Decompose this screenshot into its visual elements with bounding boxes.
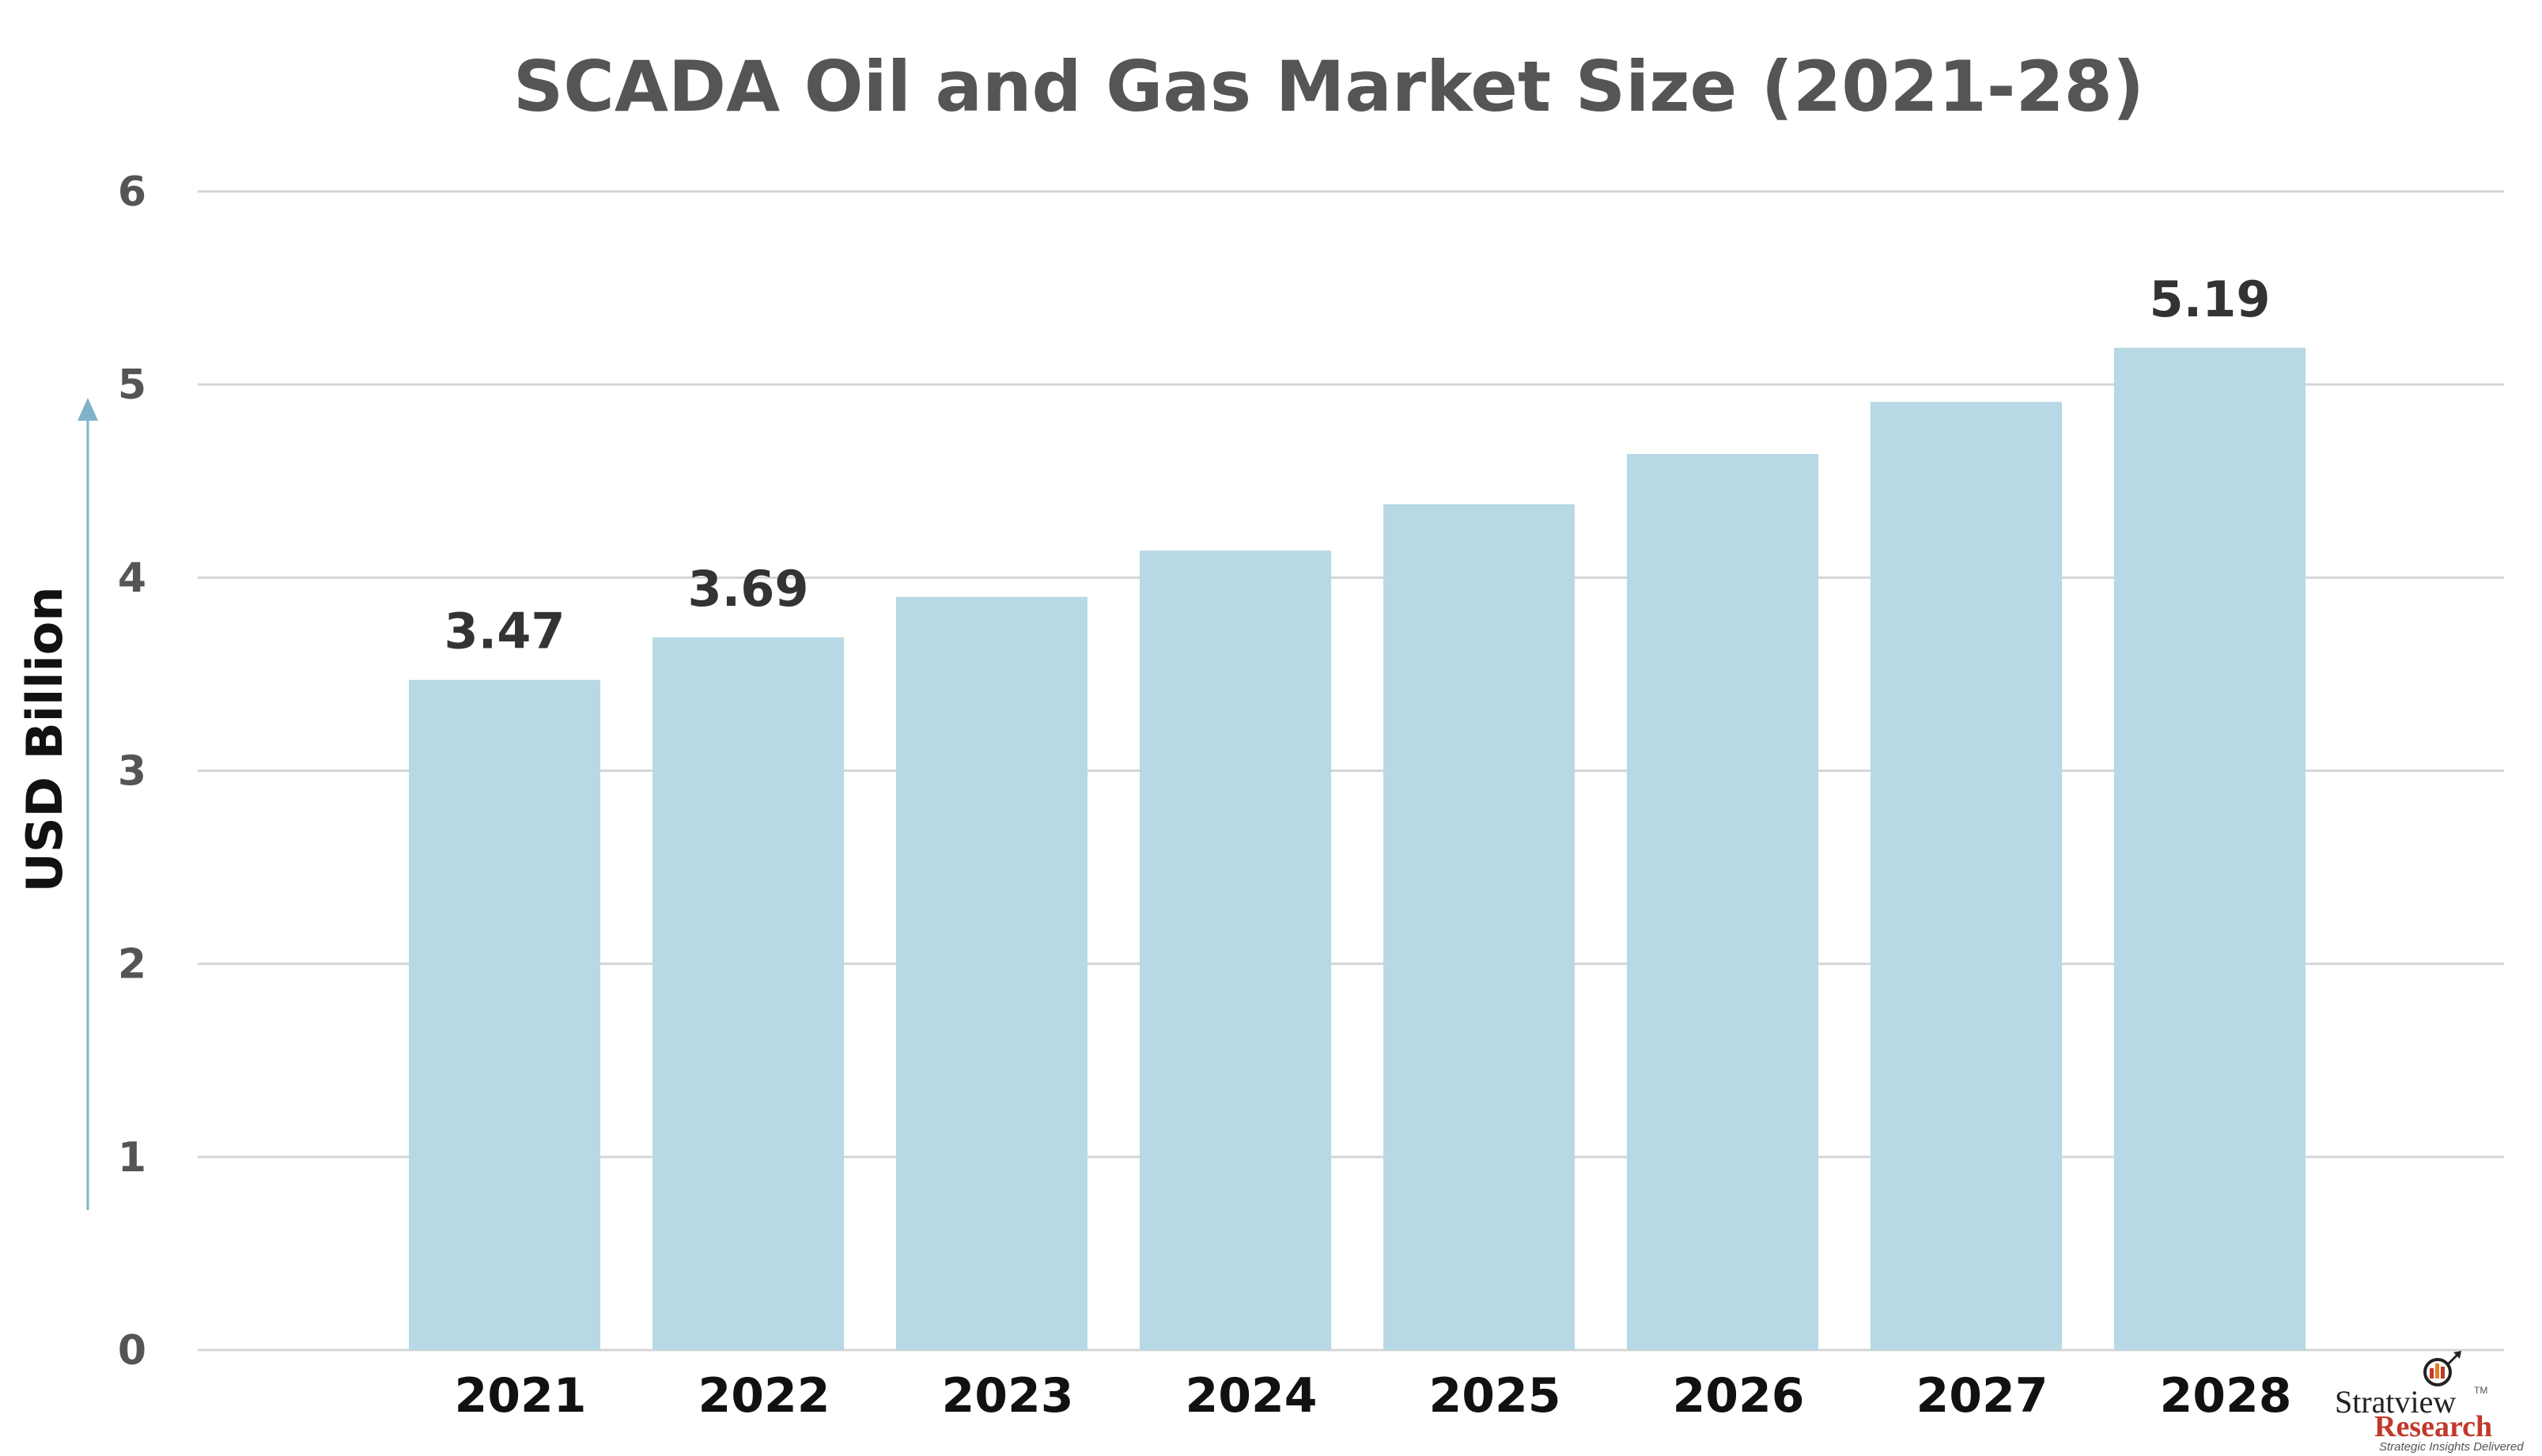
y-axis-arrow-icon — [78, 398, 98, 1210]
bar-2026 — [1627, 454, 1818, 1350]
logo-subname: Research — [2374, 1410, 2492, 1443]
y-tick-label: 1 — [118, 1134, 146, 1182]
logo-name: Stratview — [2335, 1384, 2456, 1420]
x-tick-label: 2026 — [1673, 1368, 1805, 1424]
x-tick-label: 2023 — [942, 1368, 1074, 1424]
x-tick-label: 2027 — [1916, 1368, 2048, 1424]
data-labels: 3.47 3.69 5.19 — [444, 270, 2271, 660]
bars — [409, 347, 2306, 1351]
x-axis-ticks: 2021 2022 2023 2024 2025 2026 2027 2028 — [455, 1368, 2292, 1424]
bar-2022 — [653, 637, 844, 1350]
x-tick-label: 2024 — [1186, 1368, 1318, 1424]
y-tick-label: 6 — [118, 168, 146, 216]
x-tick-label: 2022 — [698, 1368, 830, 1424]
bar-2028 — [2114, 347, 2306, 1350]
bar-2021 — [409, 679, 600, 1350]
x-tick-label: 2025 — [1429, 1368, 1561, 1424]
data-label: 3.69 — [688, 560, 809, 618]
bar-2027 — [1871, 402, 2062, 1351]
y-tick-label: 3 — [118, 748, 146, 796]
y-tick-label: 4 — [118, 554, 146, 602]
y-axis-ticks: 0 1 2 3 4 5 6 — [118, 168, 146, 1375]
bar-2024 — [1140, 550, 1331, 1350]
stratview-logo: Stratview TM Research Strategic Insights… — [2335, 1351, 2524, 1454]
x-tick-label: 2028 — [2160, 1368, 2292, 1424]
y-tick-label: 5 — [118, 361, 146, 409]
y-axis-label: USD Billion — [16, 586, 74, 892]
y-tick-label: 0 — [118, 1327, 146, 1375]
data-label: 3.47 — [444, 603, 566, 660]
chart-title: SCADA Oil and Gas Market Size (2021-28) — [513, 46, 2144, 127]
data-label: 5.19 — [2150, 270, 2271, 328]
y-tick-label: 2 — [118, 941, 146, 989]
bar-2025 — [1383, 504, 1575, 1350]
logo-trademark: TM — [2474, 1385, 2487, 1396]
logo-target-icon — [2423, 1351, 2461, 1386]
x-tick-label: 2021 — [455, 1368, 587, 1424]
logo-tagline: Strategic Insights Delivered — [2379, 1440, 2524, 1453]
bar-2023 — [896, 596, 1088, 1350]
